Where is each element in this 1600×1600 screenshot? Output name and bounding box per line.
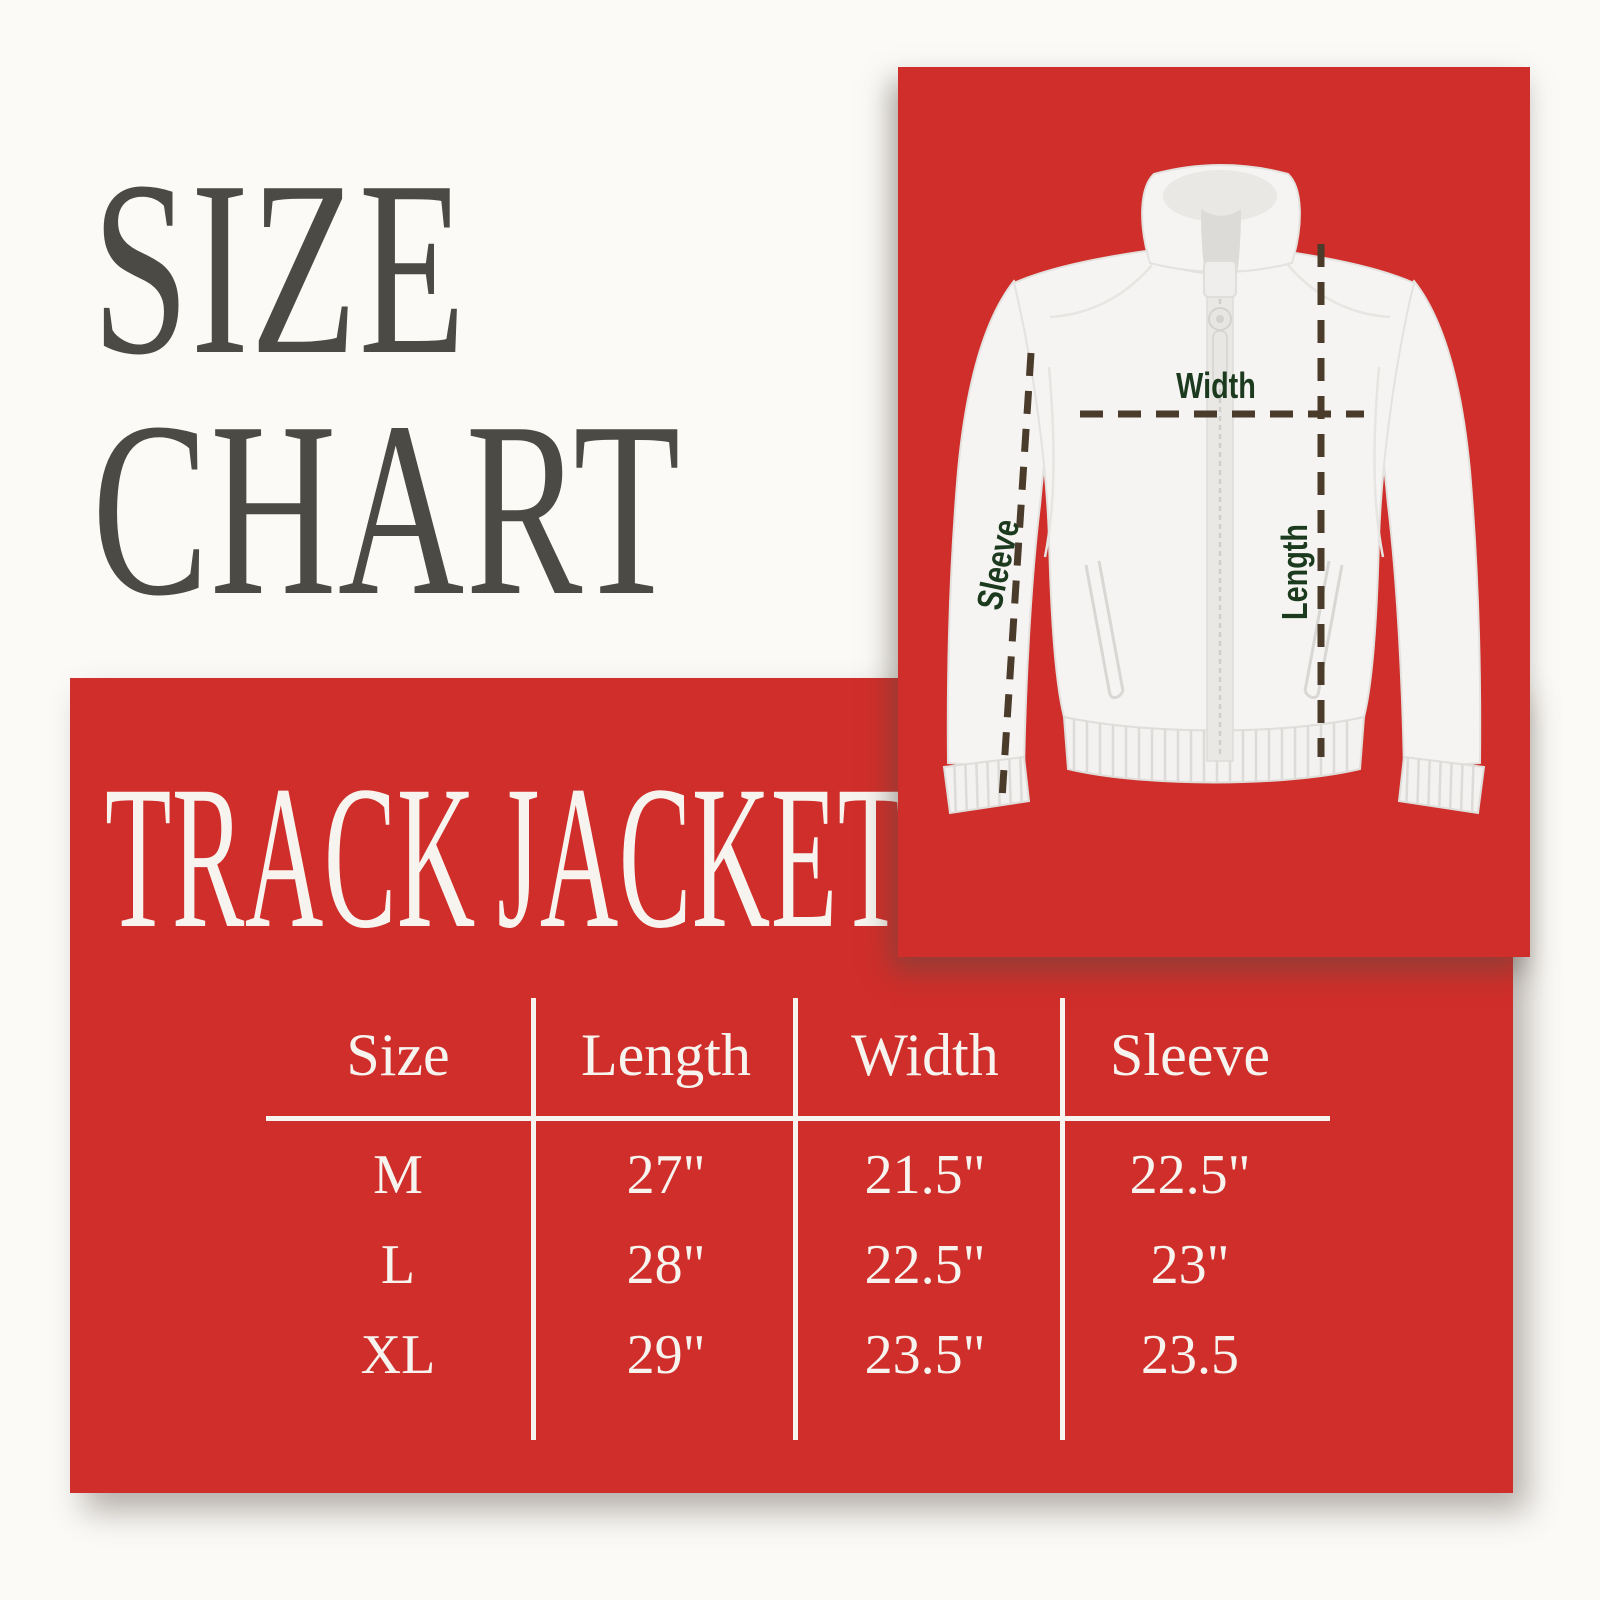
jacket-diagram-card: Width Sleeve Length xyxy=(898,67,1530,957)
page-title-line2: CHART xyxy=(92,371,682,648)
collar-opening xyxy=(1163,170,1277,222)
zipper-pull-hole xyxy=(1216,315,1224,323)
width-label: Width xyxy=(1176,365,1256,406)
length-label: Length xyxy=(1274,524,1315,620)
page-title-line1: SIZE xyxy=(92,130,468,407)
jacket-illustration: Width Sleeve Length xyxy=(942,164,1486,815)
zipper-pull-tab xyxy=(1212,330,1228,384)
measurement-lines xyxy=(998,244,1364,800)
page-title: SIZE CHART xyxy=(92,130,682,648)
zipper-garage xyxy=(1203,260,1237,298)
product-title: TRACK JACKET xyxy=(105,744,905,971)
seam-lines xyxy=(1043,264,1391,558)
